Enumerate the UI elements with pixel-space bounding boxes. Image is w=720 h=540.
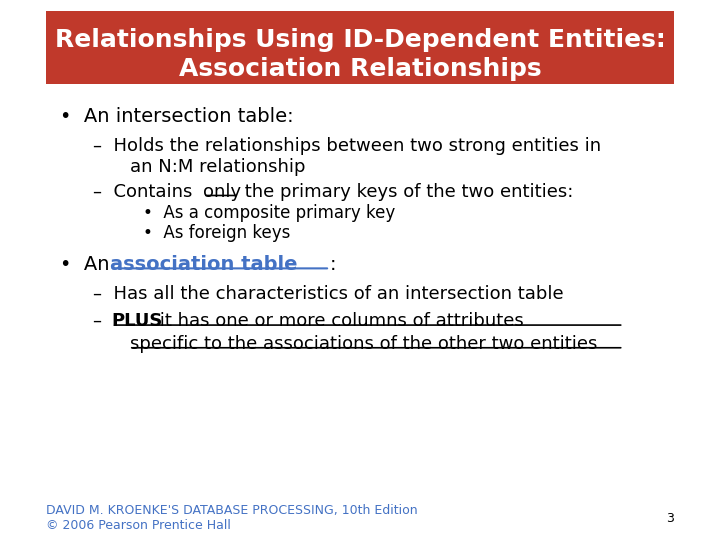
Text: the primary keys of the two entities:: the primary keys of the two entities: xyxy=(238,183,573,201)
Text: –  Holds the relationships between two strong entities in: – Holds the relationships between two st… xyxy=(93,137,601,155)
FancyBboxPatch shape xyxy=(46,11,674,84)
Text: Relationships Using ID-Dependent Entities:: Relationships Using ID-Dependent Entitie… xyxy=(55,29,665,52)
Text: PLUS: PLUS xyxy=(112,312,163,330)
Text: –: – xyxy=(93,312,114,330)
Text: •  An intersection table:: • An intersection table: xyxy=(60,106,293,126)
Text: 3: 3 xyxy=(666,512,674,525)
Text: :: : xyxy=(330,255,336,274)
Text: specific to the associations of the other two entities: specific to the associations of the othe… xyxy=(130,335,597,353)
Text: •  As foreign keys: • As foreign keys xyxy=(143,224,290,242)
Text: •  An: • An xyxy=(60,255,115,274)
Text: •  As a composite primary key: • As a composite primary key xyxy=(143,204,395,222)
Text: –  Contains: – Contains xyxy=(93,183,198,201)
Text: DAVID M. KROENKE'S DATABASE PROCESSING, 10th Edition
© 2006 Pearson Prentice Hal: DAVID M. KROENKE'S DATABASE PROCESSING, … xyxy=(46,504,418,532)
Text: an N:M relationship: an N:M relationship xyxy=(130,158,305,177)
Text: only: only xyxy=(203,183,241,201)
Text: Association Relationships: Association Relationships xyxy=(179,57,541,80)
Text: it has one or more columns of attributes: it has one or more columns of attributes xyxy=(155,312,524,330)
Text: association table: association table xyxy=(109,255,297,274)
Text: –  Has all the characteristics of an intersection table: – Has all the characteristics of an inte… xyxy=(93,285,564,303)
